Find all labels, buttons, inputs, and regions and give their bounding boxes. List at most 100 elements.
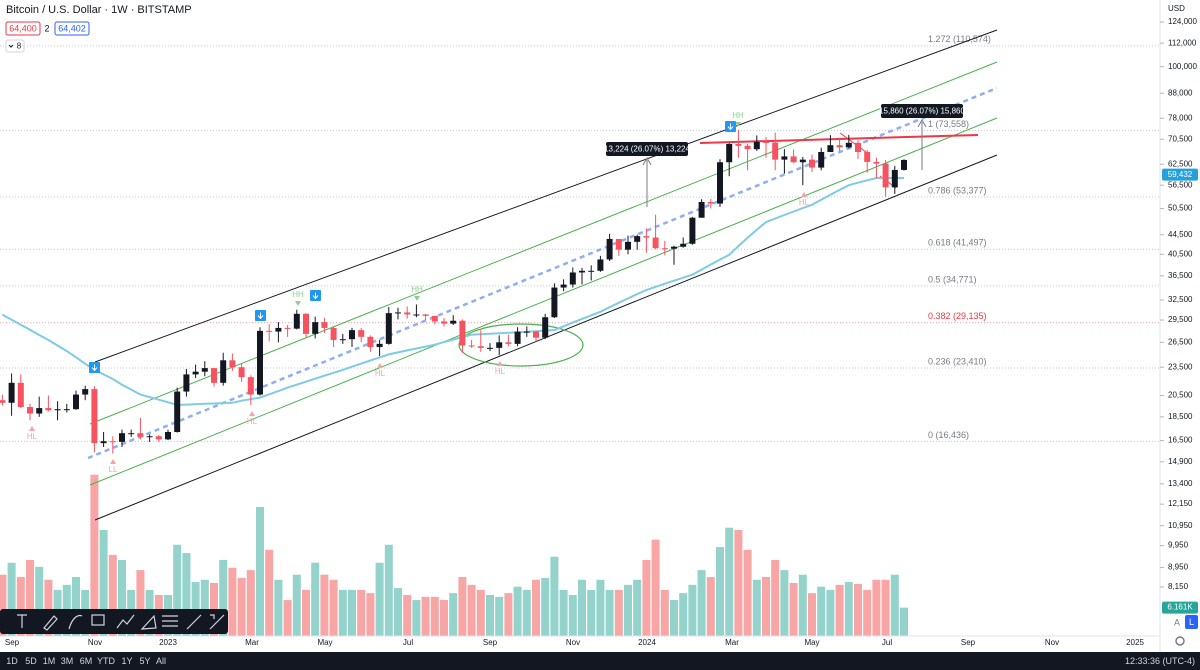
candle-body [671,246,677,249]
candle-body [27,407,33,414]
y-tick-label: 32,500 [1168,295,1193,304]
toolbar-icons [17,614,225,631]
tool-ray[interactable] [209,614,225,630]
spread: 2 [44,23,49,33]
pivot-marker [414,296,420,301]
pivot-label: HL [247,417,258,426]
candle-body [477,346,484,348]
candle-body [146,436,153,438]
tool-fib[interactable] [162,615,178,627]
range-button[interactable]: YTD [97,656,116,666]
y-tick-label: 12,150 [1168,499,1193,508]
volume-bar [835,584,844,636]
volume-bar [568,594,577,636]
y-tick-label: 100,000 [1168,62,1197,71]
volume-bar [504,593,513,636]
indicator-count: 8 [17,42,22,51]
volume-bar [734,530,743,636]
candle-body [284,327,291,329]
volume-bar [890,574,899,636]
buy-price[interactable]: 64,402 [58,23,86,33]
candle-body [717,162,723,204]
y-tick-label: 112,000 [1168,38,1197,47]
candle-body [487,347,493,349]
sell-button[interactable] [5,21,41,36]
buy-button[interactable] [54,21,90,36]
volume-bar [7,562,16,636]
tool-shape[interactable] [140,614,157,630]
range-button[interactable]: 1D [6,656,18,666]
scale-log[interactable]: L [1189,617,1194,627]
range-button[interactable]: 6M [80,656,93,666]
candle-body [17,382,24,408]
range-button[interactable]: All [156,656,166,666]
tool-line[interactable] [186,614,202,630]
volume-bar [725,527,734,636]
channel-upper [94,29,998,363]
fib-label: 0.236 (23,410) [928,356,987,366]
candle-body [385,313,392,344]
indicators-toggle[interactable] [5,39,25,53]
volume-bar [72,577,80,636]
tool-note[interactable] [91,614,105,626]
tool-pen[interactable] [68,614,83,630]
candle-body [367,336,374,348]
chevron [8,44,14,48]
volume-bar [688,584,697,636]
range-button[interactable]: 1Y [121,656,132,666]
volume-bar [458,577,467,636]
x-tick-label: Mar [245,638,259,647]
volume-bar [44,579,53,636]
pivot-label: HH [732,111,744,120]
candle-body [312,322,319,334]
settings-icon[interactable] [1175,636,1185,646]
tool-text[interactable] [17,614,27,628]
candle-body [63,409,70,411]
scale-log-button[interactable] [1185,615,1198,629]
candle-body [790,156,797,163]
volume-bar [136,570,145,636]
candle-body [459,320,466,346]
last-price-tag [1162,168,1198,181]
candle-body [652,237,659,249]
x-tick-label: 2024 [638,638,656,647]
range-button[interactable]: 1M [43,656,56,666]
candle-body [441,321,447,324]
candle-body [330,327,337,340]
range-button[interactable]: 3M [61,656,74,666]
volume-bar [35,566,44,636]
signal-icons [89,121,736,373]
pivot-marker [735,122,741,127]
candle-body [137,433,144,437]
candle-body [174,391,181,432]
volume-bar [624,584,632,636]
fib-label: 0.382 (29,135) [928,311,987,321]
candle-body [551,287,558,318]
candle-body [54,409,61,411]
y-tick-label: 26,500 [1168,337,1193,346]
y-tick-label: 20,500 [1168,391,1193,400]
signal-arrow [727,123,734,131]
tool-brush[interactable] [43,615,58,631]
range-button[interactable]: 5Y [139,656,150,666]
sell-price[interactable]: 64,400 [9,23,37,33]
tool-path[interactable] [116,614,135,629]
candle-body [358,330,365,337]
range-button[interactable]: 5D [25,656,37,666]
candle-body [799,159,806,163]
candle-body [845,142,852,148]
range-buttons: 1D 5D 1M 3M 6M YTD 1Y 5Y All [6,656,166,666]
axis-layer: 124,000 112,000 100,000 88,000 78,000 70,500 6… [1160,17,1198,614]
volume-bar [808,593,816,636]
candle-body [505,342,512,344]
x-tick-label: 2023 [159,638,177,647]
candle-body [615,238,622,250]
scale-auto[interactable]: A [1174,617,1180,627]
volume-bar [854,583,862,636]
x-tick-label: Jul [882,638,892,647]
candle-body [165,431,171,440]
candle-body [321,322,328,328]
volume-bar [495,596,504,636]
candle-body [680,243,687,247]
